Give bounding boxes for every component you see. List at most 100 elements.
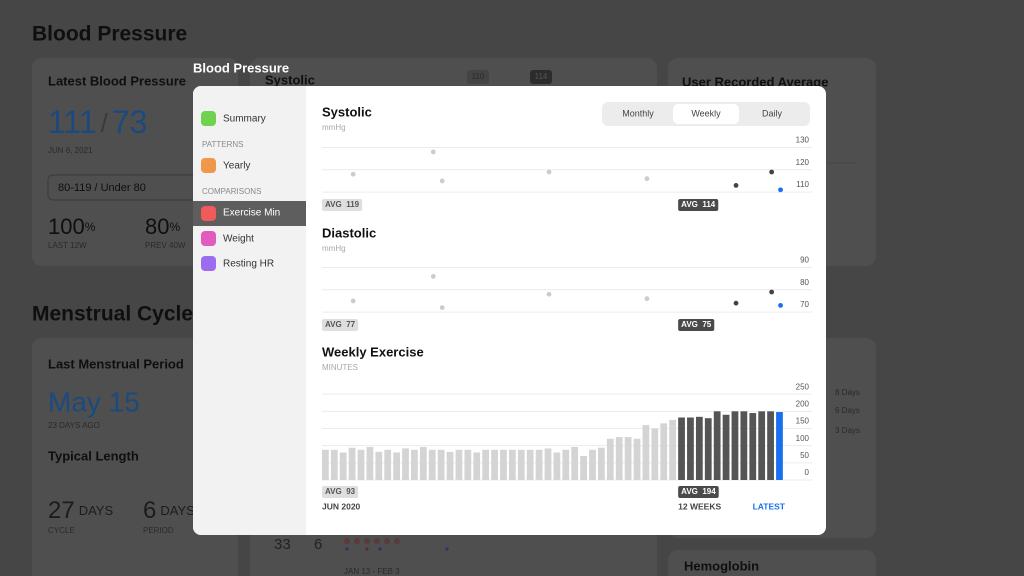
point <box>350 298 356 304</box>
stat-value: 100 <box>48 214 85 239</box>
bar <box>491 449 498 480</box>
chart-unit: mmHg <box>322 123 346 132</box>
segment[interactable]: Weekly <box>691 108 721 118</box>
card-title: User Recorded Average <box>682 74 828 89</box>
length: 27 DAYS <box>48 497 113 524</box>
bar <box>508 449 516 480</box>
y-tick-label: 70 <box>800 300 809 309</box>
bar <box>571 447 579 480</box>
bar <box>704 418 712 480</box>
sidebar-item[interactable]: Summary <box>223 114 266 125</box>
x-label: 12 WEEKS <box>678 501 721 511</box>
point <box>350 171 356 177</box>
timeline-number: 6 <box>314 536 322 553</box>
x-label: LATEST <box>753 501 786 511</box>
avg-label: AVG 194 <box>681 487 716 496</box>
avg-label: AVG 119 <box>325 200 360 209</box>
bar <box>687 417 694 480</box>
bar <box>660 423 668 480</box>
point <box>778 187 783 193</box>
bar <box>402 448 409 480</box>
sidebar-section: COMPARISONS <box>202 187 261 196</box>
stat-unit: % <box>85 220 96 234</box>
bar <box>589 449 596 480</box>
point <box>430 273 436 279</box>
y-tick-label: 130 <box>796 136 810 145</box>
timeline-dots <box>345 547 449 551</box>
point <box>439 178 445 184</box>
bar <box>749 413 757 480</box>
y-tick-label: 200 <box>796 399 810 408</box>
sidebar-item[interactable]: Resting HR <box>223 259 274 270</box>
bar <box>713 411 721 480</box>
diastolic: 73 <box>112 104 148 140</box>
point <box>733 300 739 306</box>
x-label: JUN 2020 <box>322 501 361 511</box>
bar <box>722 414 730 480</box>
chart-title: Weekly Exercise <box>322 344 424 359</box>
modal-title: Blood Pressure <box>193 60 289 75</box>
bar <box>455 449 463 480</box>
bar <box>482 449 490 480</box>
bar <box>758 411 766 480</box>
bar <box>598 447 605 480</box>
chart-title: Systolic <box>322 104 372 119</box>
bar <box>330 449 338 480</box>
card-title: Hemoglobin <box>684 558 759 573</box>
bar <box>606 438 614 480</box>
length-value: 6 <box>143 497 156 524</box>
legend-item: 3 Days <box>835 426 860 435</box>
legend-item: 8 Days <box>835 388 860 397</box>
stat-value: 80 <box>145 214 169 239</box>
card <box>32 338 238 576</box>
stat: 80% <box>145 214 180 239</box>
point <box>733 182 739 188</box>
modal: Summary PATTERNS Yearly COMPARISONS Exer… <box>193 86 826 535</box>
avg-badge <box>678 486 719 498</box>
bar <box>651 428 659 480</box>
icon <box>201 111 216 126</box>
bar <box>517 449 525 480</box>
bar <box>339 452 347 480</box>
point <box>769 289 775 295</box>
bar <box>411 449 418 480</box>
card-title: Systolic <box>265 72 315 87</box>
chart-unit: MINUTES <box>322 363 358 372</box>
bar <box>669 419 677 480</box>
y-tick-label: 50 <box>800 451 809 460</box>
y-tick-label: 250 <box>796 382 810 391</box>
avg-badge <box>678 319 715 331</box>
bar <box>348 447 356 480</box>
segment[interactable]: Daily <box>762 108 783 118</box>
bar <box>446 451 454 480</box>
sidebar-item[interactable]: Yearly <box>223 161 250 172</box>
point <box>778 302 783 308</box>
avg-badge <box>322 199 363 211</box>
y-tick-label: 100 <box>796 434 810 443</box>
separator: / <box>101 108 109 138</box>
bar <box>544 448 552 480</box>
charts: Systolic mmHg 110 120 130 AVG 119 AVG 114 Diast… <box>322 104 812 511</box>
bar <box>553 452 561 480</box>
bar <box>642 425 650 480</box>
sidebar-item[interactable]: Weight <box>223 234 254 245</box>
sidebar-item[interactable]: Exercise Min <box>223 208 280 219</box>
avg-label: AVG 114 <box>681 200 716 209</box>
bar <box>535 449 543 480</box>
chart-unit: mmHg <box>322 244 346 253</box>
bar <box>580 455 587 480</box>
card-title: Latest Blood Pressure <box>48 73 186 88</box>
segment-selected <box>673 104 739 124</box>
stat-label: LAST 12W <box>48 241 87 250</box>
avg-label: AVG 77 <box>325 320 356 329</box>
bar <box>357 449 365 480</box>
date: JUN 6, 2021 <box>48 146 93 155</box>
sidebar-section: PATTERNS <box>202 140 243 149</box>
badge-text: 110 <box>472 72 485 81</box>
bar <box>384 449 392 480</box>
length-unit: DAYS <box>79 503 114 518</box>
segment[interactable]: Monthly <box>622 108 654 118</box>
bar <box>615 437 623 480</box>
avg-badge <box>322 319 359 331</box>
